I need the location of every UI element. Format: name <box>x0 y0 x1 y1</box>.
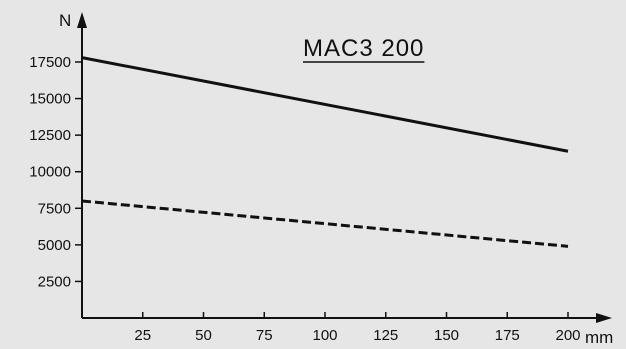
y-tick-label: 12500 <box>29 127 71 144</box>
y-axis-arrow <box>77 12 87 28</box>
y-tick-label: 15000 <box>29 91 71 108</box>
series-line-dashed <box>81 199 569 248</box>
x-tick-label: 200 <box>555 327 580 344</box>
x-tick-label: 50 <box>195 327 212 344</box>
y-axis-label: N <box>59 11 71 30</box>
x-tick-label: 100 <box>312 327 337 344</box>
x-tick-label: 75 <box>256 327 273 344</box>
chart-title: MAC3 200 <box>303 35 424 62</box>
x-tick-label: 150 <box>434 327 459 344</box>
y-tick-label: 2500 <box>38 273 71 290</box>
y-tick-label: 5000 <box>38 237 71 254</box>
y-tick-label: 17500 <box>29 54 71 71</box>
y-tick-label: 10000 <box>29 164 71 181</box>
x-axis-label: mm <box>585 328 613 347</box>
y-tick-label: 7500 <box>38 200 71 217</box>
x-axis-arrow <box>596 313 612 323</box>
series-layer <box>81 56 569 248</box>
x-tick-label: 175 <box>495 327 520 344</box>
x-tick-label: 125 <box>373 327 398 344</box>
y-ticks: 2500 5000 7500 10000 12500 15000 17500 <box>29 54 82 290</box>
x-ticks: 25 50 75 100 125 150 175 200 <box>134 312 581 344</box>
series-line-solid <box>81 56 569 153</box>
x-tick-label: 25 <box>134 327 151 344</box>
